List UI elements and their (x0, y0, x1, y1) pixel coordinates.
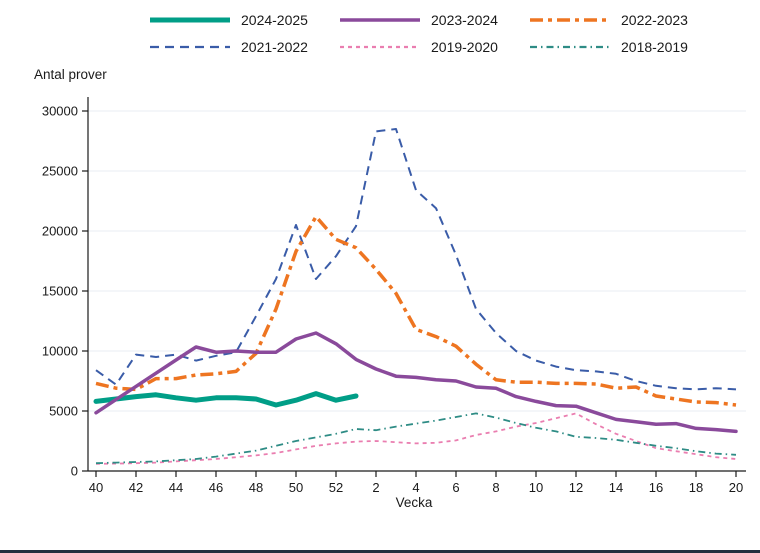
series-line-2021-2022 (95, 128, 737, 391)
legend-item-2021-2022: 2021-2022 (148, 33, 338, 60)
x-tick-label: 42 (129, 480, 143, 495)
legend-item-2022-2023: 2022-2023 (528, 6, 718, 33)
y-tick-label: 25000 (42, 164, 78, 179)
x-tick-label: 20 (729, 480, 743, 495)
series-line-2024-2025 (93, 391, 359, 408)
bottom-border (0, 550, 760, 553)
y-tick-label: 15000 (42, 284, 78, 299)
x-tick-label: 8 (492, 480, 499, 495)
legend-label: 2022-2023 (621, 11, 688, 28)
legend-item-2019-2020: 2019-2020 (338, 33, 528, 60)
y-tick-label: 5000 (49, 404, 78, 419)
legend-item-2023-2024: 2023-2024 (338, 6, 528, 33)
y-tick-label: 10000 (42, 344, 78, 359)
y-axis-title: Antal prover (34, 67, 107, 82)
x-tick-label: 48 (249, 480, 263, 495)
legend-item-2024-2025: 2024-2025 (148, 6, 338, 33)
x-tick-label: 52 (329, 480, 343, 495)
legend-swatch-icon (530, 17, 610, 22)
x-tick-label: 40 (89, 480, 103, 495)
legend-label: 2019-2020 (431, 38, 498, 55)
legend-item-2018-2019: 2018-2019 (528, 33, 718, 60)
series-line-2022-2023 (95, 214, 737, 407)
legend-swatch-icon (150, 45, 230, 48)
x-tick-label: 18 (689, 480, 703, 495)
x-tick-label: 10 (529, 480, 543, 495)
gridlines (88, 110, 746, 412)
x-tick-label: 50 (289, 480, 303, 495)
legend-label: 2018-2019 (621, 38, 688, 55)
series-line-2019-2020 (95, 412, 737, 465)
y-tick-label: 30000 (42, 104, 78, 119)
x-tick-label: 4 (412, 480, 419, 495)
chart-legend: 2024-2025 2023-2024 2022-2023 2021-2022 2019… (148, 6, 718, 60)
legend-swatch-icon (340, 17, 420, 22)
legend-label: 2024-2025 (241, 11, 308, 28)
legend-label: 2023-2024 (431, 11, 498, 28)
series-lines (93, 128, 738, 465)
x-tick-label: 16 (649, 480, 663, 495)
x-tick-label: 12 (569, 480, 583, 495)
y-tick-label: 20000 (42, 224, 78, 239)
x-tick-label: 2 (372, 480, 379, 495)
legend-swatch-icon (150, 17, 230, 22)
x-tick-label: 44 (169, 480, 183, 495)
axes (82, 97, 746, 477)
x-tick-label: 6 (452, 480, 459, 495)
legend-label: 2021-2022 (241, 38, 308, 55)
x-tick-label: 46 (209, 480, 223, 495)
y-tick-label: 0 (71, 464, 78, 479)
x-tick-label: 14 (609, 480, 623, 495)
legend-swatch-icon (530, 45, 610, 48)
series-line-2023-2024 (94, 331, 738, 434)
x-axis-title: Vecka (395, 495, 433, 510)
legend-swatch-icon (340, 45, 420, 48)
